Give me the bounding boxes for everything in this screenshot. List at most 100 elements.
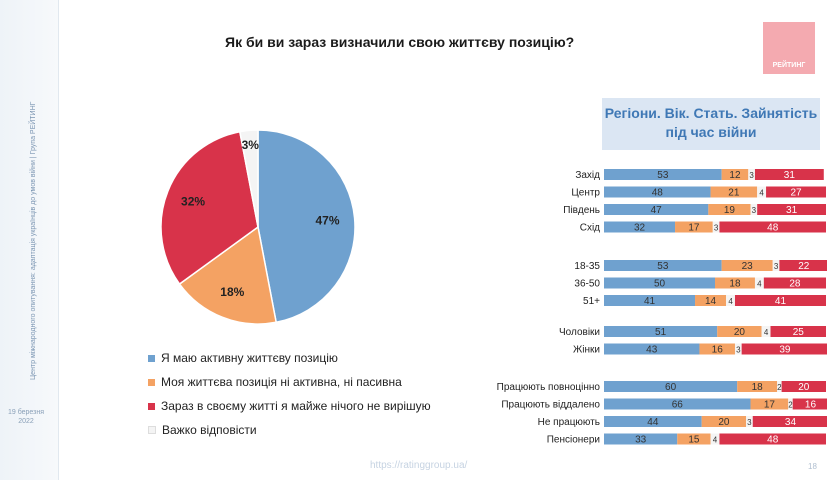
- bar-segment: [695, 295, 727, 306]
- rating-logo: РЕЙТИНГ: [763, 22, 815, 74]
- bar-segment: [777, 381, 782, 392]
- bar-segment: [757, 204, 826, 215]
- breakdown-header-line2: під час війни: [665, 124, 757, 140]
- bar-value-label: 21: [728, 188, 740, 199]
- bar-segment: [701, 416, 747, 427]
- sidebar-date-day: 19 березня: [7, 409, 45, 416]
- bar-segment: [750, 204, 758, 215]
- legend-item-neutral: Моя життєва позиція ні активна, ні пасив…: [148, 370, 431, 394]
- bar-segment: [788, 398, 793, 410]
- bar-segment: [719, 221, 826, 233]
- bar-value-label: 44: [647, 417, 659, 428]
- pie-slice-active: [257, 129, 356, 324]
- pie-label-active: 47%: [316, 213, 340, 227]
- bar-category-label: Працюють повноцінно: [497, 382, 601, 393]
- bar-category-label: Схід: [580, 223, 600, 234]
- bar-segment: [761, 326, 771, 337]
- bar-value-label: 19: [724, 205, 736, 216]
- bar-value-label: 17: [764, 400, 776, 411]
- bar-value-label: 51: [655, 327, 667, 338]
- sidebar-date: 19 березня 2022: [6, 408, 46, 426]
- sidebar-strip: Центр міжнародного опитування: адаптація…: [0, 0, 59, 480]
- page-title: Як би ви зараз визначили свою життєву по…: [225, 34, 575, 50]
- bar-value-label: 4: [759, 189, 764, 198]
- bar-segment: [710, 433, 720, 445]
- bar-value-label: 43: [646, 345, 658, 356]
- bar-segment: [741, 343, 827, 355]
- legend-item-hard: Важко відповісти: [148, 418, 431, 442]
- bar-segment: [746, 416, 753, 427]
- bar-segment: [604, 381, 738, 392]
- bar-segment: [699, 343, 735, 355]
- bar-segment: [708, 204, 751, 215]
- legend-label-neutral: Моя життєва позиція ні активна, ні пасив…: [161, 375, 402, 389]
- bar-value-label: 3: [736, 346, 741, 355]
- bar-segment: [604, 416, 702, 427]
- sidebar-date-year: 2022: [18, 418, 34, 425]
- bar-value-label: 3: [752, 206, 757, 215]
- bar-value-label: 2: [788, 401, 793, 410]
- bar-value-label: 4: [764, 328, 769, 337]
- bar-category-label: Захід: [575, 170, 600, 181]
- pie-slice-neutral: [178, 225, 278, 325]
- pie-label-passive: 32%: [181, 194, 205, 208]
- bar-value-label: 18: [729, 279, 741, 290]
- bar-category-label: Жінки: [573, 345, 600, 356]
- bar-segment: [604, 398, 751, 410]
- pie-slice-passive: [160, 130, 259, 286]
- bar-value-label: 23: [742, 261, 754, 272]
- bar-value-label: 27: [790, 188, 802, 199]
- bar-segment: [712, 221, 720, 233]
- bar-segment: [726, 295, 735, 306]
- bar-category-label: Не працюють: [538, 417, 600, 428]
- bar-value-label: 14: [705, 296, 717, 307]
- bar-category-label: Чоловіки: [559, 327, 600, 338]
- bar-segment: [675, 221, 713, 233]
- bar-segment: [754, 277, 764, 289]
- bar-segment: [719, 433, 826, 445]
- legend-item-active: Я маю активну життєву позицію: [148, 346, 431, 370]
- bar-value-label: 3: [774, 262, 779, 271]
- bar-segment: [752, 416, 827, 427]
- bar-value-label: 32: [634, 223, 646, 234]
- bar-value-label: 48: [767, 435, 779, 446]
- bar-segment: [604, 433, 678, 445]
- bar-value-label: 53: [657, 261, 669, 272]
- pie-legend: Я маю активну життєву позицію Моя життєв…: [148, 346, 431, 442]
- bar-category-label: Пенсіонери: [547, 435, 600, 446]
- bar-segment: [604, 186, 711, 198]
- bar-segment: [715, 277, 755, 289]
- bar-value-label: 60: [665, 382, 677, 393]
- bar-value-label: 12: [729, 170, 741, 181]
- bar-value-label: 28: [789, 279, 801, 290]
- bar-segment: [604, 204, 709, 215]
- bar-value-label: 15: [688, 435, 700, 446]
- bar-segment: [737, 381, 778, 392]
- legend-item-passive: Зараз в своєму житті я майже нічого не в…: [148, 394, 431, 418]
- legend-label-active: Я маю активну життєву позицію: [161, 351, 338, 365]
- bar-value-label: 4: [757, 280, 762, 289]
- bar-category-label: Центр: [571, 188, 600, 199]
- bar-category-label: 51+: [583, 296, 600, 307]
- bar-value-label: 20: [718, 417, 730, 428]
- bar-segment: [763, 277, 826, 289]
- bar-segment: [757, 186, 767, 198]
- bar-segment: [604, 295, 696, 306]
- bar-segment: [710, 186, 758, 198]
- bar-segment: [754, 169, 824, 180]
- pie-label-neutral: 18%: [220, 285, 244, 299]
- breakdown-header: Регіони. Вік. Стать. Зайнятість під час …: [602, 98, 820, 150]
- bar-category-label: 18-35: [574, 261, 600, 272]
- bar-segment: [734, 343, 742, 355]
- bar-value-label: 17: [688, 223, 700, 234]
- bar-segment: [779, 260, 827, 271]
- legend-swatch-active: [148, 354, 155, 362]
- footer-url: https://ratinggroup.ua/: [370, 460, 468, 471]
- bar-value-label: 39: [779, 345, 791, 356]
- pie-label-hard: 3%: [242, 138, 260, 152]
- bar-category-label: Південь: [563, 205, 600, 216]
- bar-value-label: 41: [775, 296, 787, 307]
- bar-segment: [770, 326, 826, 337]
